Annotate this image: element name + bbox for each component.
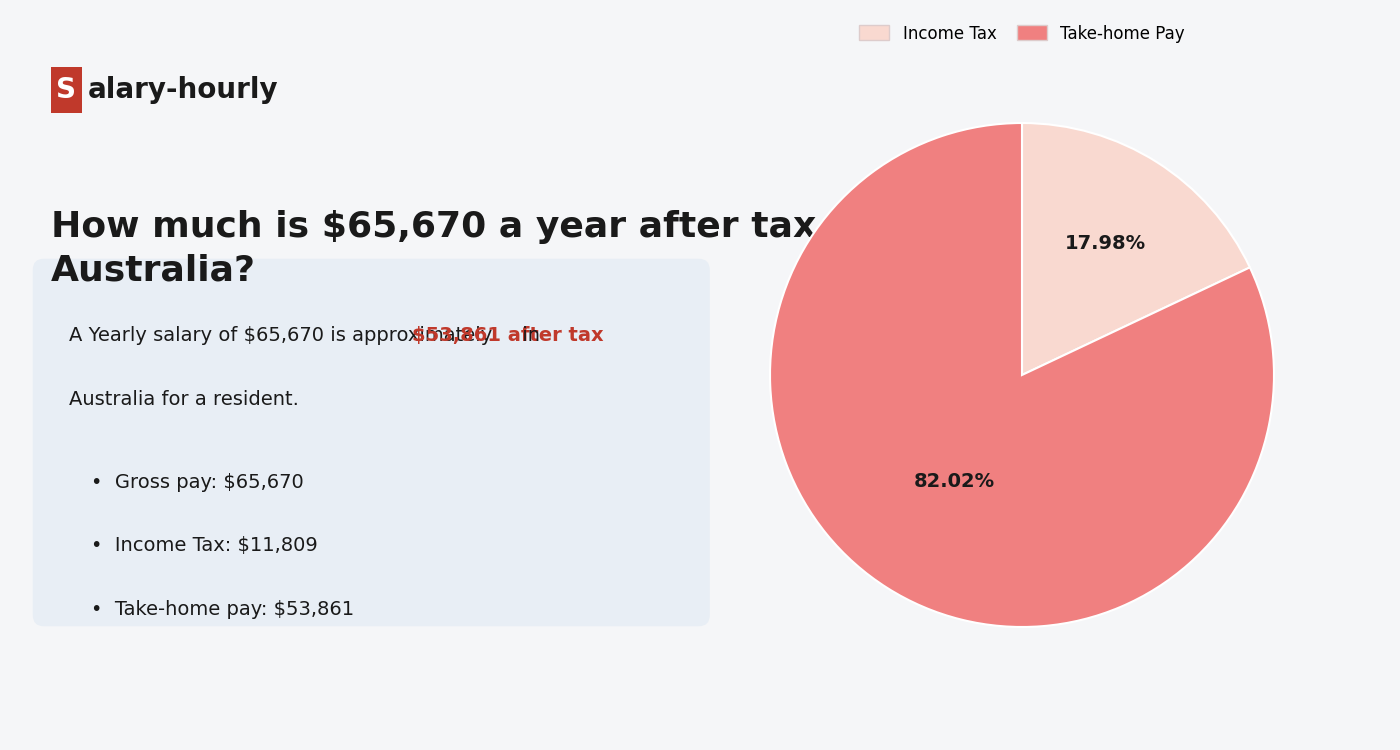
Wedge shape [1022,123,1250,375]
FancyBboxPatch shape [50,67,81,113]
Text: Australia for a resident.: Australia for a resident. [69,390,300,409]
Text: •  Gross pay: $65,670: • Gross pay: $65,670 [91,472,304,491]
Text: 82.02%: 82.02% [914,472,995,491]
Legend: Income Tax, Take-home Pay: Income Tax, Take-home Pay [853,18,1191,50]
FancyBboxPatch shape [32,259,710,626]
Text: in: in [515,326,540,345]
Text: A Yearly salary of $65,670 is approximately: A Yearly salary of $65,670 is approximat… [69,326,498,345]
Text: 17.98%: 17.98% [1065,233,1147,253]
Text: $53,861 after tax: $53,861 after tax [413,326,603,345]
Wedge shape [770,123,1274,627]
Text: How much is $65,670 a year after tax in
Australia?: How much is $65,670 a year after tax in … [50,210,867,287]
Text: alary-hourly: alary-hourly [87,76,279,104]
Text: •  Income Tax: $11,809: • Income Tax: $11,809 [91,536,318,555]
Text: •  Take-home pay: $53,861: • Take-home pay: $53,861 [91,600,354,619]
Text: S: S [56,76,76,104]
